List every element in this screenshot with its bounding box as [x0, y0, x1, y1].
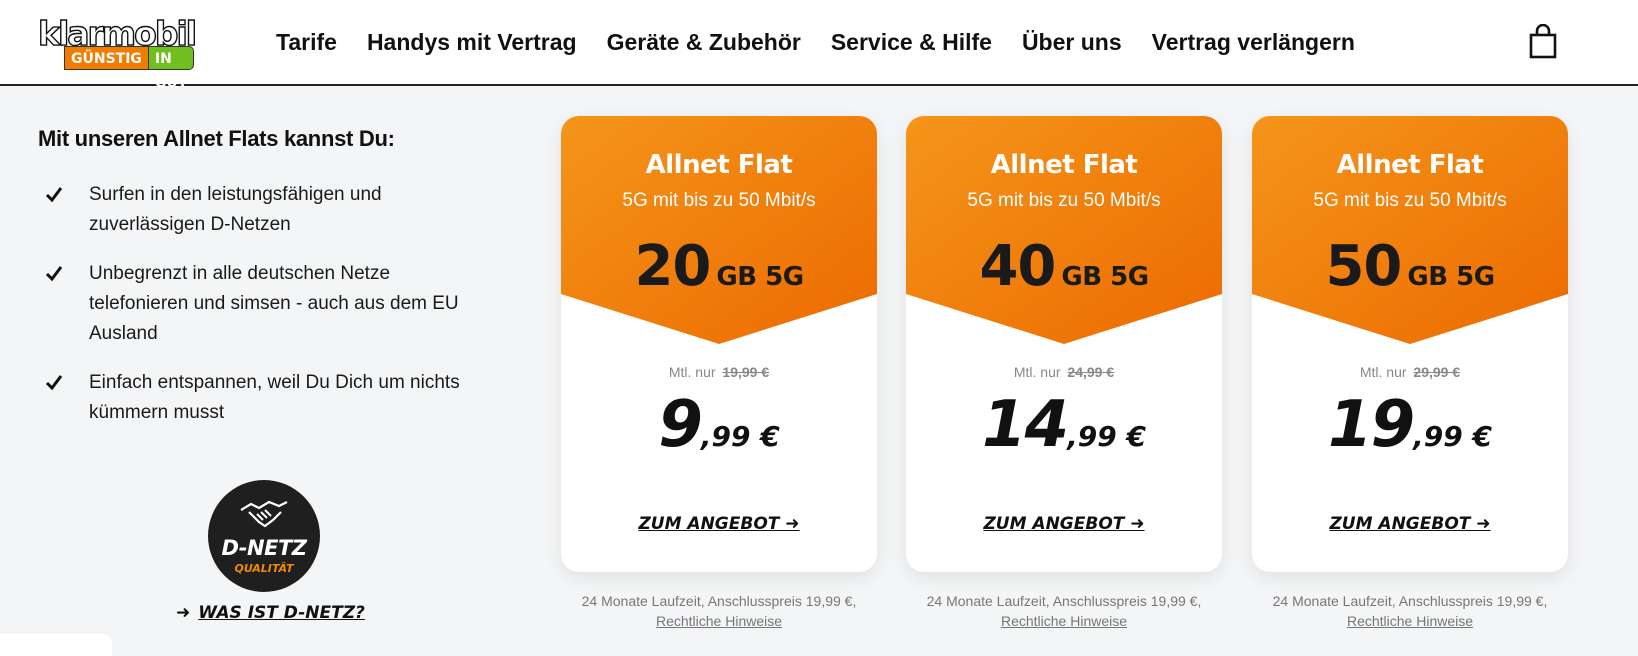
card-title: Allnet Flat — [990, 150, 1138, 180]
monthly-label: Mtl. nur — [1359, 364, 1407, 380]
monthly-info: Mtl. nur 24,99 € — [906, 364, 1222, 380]
logo-wordmark: klarmobil — [37, 14, 198, 53]
feature-list: Surfen in den leistungsfähigen und zuver… — [38, 180, 478, 447]
data-volume: 40 GB 5G — [906, 234, 1222, 299]
features-heading: Mit unseren Allnet Flats kannst Du: — [38, 126, 395, 151]
feature-text: Unbegrenzt in alle deutschen Netze telef… — [89, 263, 459, 344]
old-price: 19,99 € — [722, 364, 770, 380]
nav-item-geraete-zubehoer[interactable]: Geräte & Zubehör — [606, 29, 801, 55]
card-terms: 24 Monate Laufzeit, Anschlusspreis 19,99… — [1252, 591, 1568, 631]
current-price: 9,99 € — [561, 388, 877, 462]
price-cents: ,99 € — [700, 420, 780, 453]
data-unit: GB 5G — [1061, 262, 1149, 292]
legal-notes-link[interactable]: Rechtliche Hinweise — [1000, 613, 1128, 629]
current-price: 19,99 € — [1252, 388, 1568, 462]
nav-item-ueber-uns[interactable]: Über uns — [1021, 29, 1122, 55]
corner-tab[interactable] — [0, 634, 112, 656]
card-subtitle: 5G mit bis zu 50 Mbit/s — [622, 190, 816, 211]
legal-notes-link[interactable]: Rechtliche Hinweise — [1346, 613, 1474, 629]
what-is-d-netz-link[interactable]: ➜ WAS IST D-NETZ? — [176, 603, 365, 623]
data-amount: 20 — [634, 234, 711, 299]
old-price: 24,99 € — [1067, 364, 1115, 380]
data-unit: GB 5G — [1407, 262, 1495, 292]
nav-item-vertrag-verlaengern[interactable]: Vertrag verlängern — [1151, 29, 1355, 55]
feature-item: Einfach entspannen, weil Du Dich um nich… — [38, 368, 478, 428]
offer-link[interactable]: ZUM ANGEBOT ➜ — [983, 514, 1145, 534]
logo-tag-left: GÜNSTIG — [64, 46, 148, 70]
card-subtitle: 5G mit bis zu 50 Mbit/s — [1313, 190, 1507, 211]
monthly-info: Mtl. nur 19,99 € — [561, 364, 877, 380]
old-price: 29,99 € — [1413, 364, 1461, 380]
feature-item: Unbegrenzt in alle deutschen Netze telef… — [38, 259, 478, 349]
badge-subtitle: QUALITÄT — [234, 562, 294, 575]
shopping-bag-icon[interactable] — [1528, 23, 1558, 60]
terms-text: 24 Monate Laufzeit, Anschlusspreis 19,99… — [926, 593, 1202, 609]
checkmark-icon — [45, 187, 63, 203]
price-cents: ,99 € — [1413, 420, 1492, 453]
badge-title: D-NETZ — [221, 536, 307, 560]
data-unit: GB 5G — [716, 262, 804, 292]
card-subtitle: 5G mit bis zu 50 Mbit/s — [967, 190, 1161, 211]
price-main: 9 — [658, 388, 703, 462]
legal-notes-link[interactable]: Rechtliche Hinweise — [655, 613, 783, 629]
data-volume: 50 GB 5G — [1252, 234, 1568, 299]
nav-item-tarife[interactable]: Tarife — [276, 29, 337, 55]
logo-tag-right: IN GUT — [147, 46, 195, 91]
checkmark-icon — [45, 375, 63, 391]
card-title: Allnet Flat — [645, 150, 793, 180]
offer-link[interactable]: ZUM ANGEBOT ➜ — [638, 514, 800, 534]
arrow-right-icon: ➜ — [176, 603, 191, 623]
terms-text: 24 Monate Laufzeit, Anschlusspreis 19,99… — [581, 593, 857, 609]
tariff-card-50gb: Allnet Flat 5G mit bis zu 50 Mbit/s 50 GB… — [1252, 116, 1568, 572]
card-header: Allnet Flat 5G mit bis zu 50 Mbit/s 20 GB… — [561, 116, 877, 344]
nav-item-service-hilfe[interactable]: Service & Hilfe — [830, 29, 992, 55]
data-amount: 40 — [979, 234, 1056, 299]
checkmark-icon — [45, 266, 63, 282]
logo-tagline: GÜNSTIG IN GUT — [64, 46, 195, 91]
tariff-card-40gb: Allnet Flat 5G mit bis zu 50 Mbit/s 40 GB… — [906, 116, 1222, 572]
nav-item-handys-mit-vertrag[interactable]: Handys mit Vertrag — [366, 29, 577, 55]
card-terms: 24 Monate Laufzeit, Anschlusspreis 19,99… — [906, 591, 1222, 631]
data-volume: 20 GB 5G — [561, 234, 877, 299]
price-main: 14 — [982, 388, 1069, 462]
feature-text: Surfen in den leistungsfähigen und zuver… — [89, 184, 382, 235]
handshake-icon — [240, 500, 288, 528]
tariff-card-20gb: Allnet Flat 5G mit bis zu 50 Mbit/s 20 GB… — [561, 116, 877, 572]
card-header: Allnet Flat 5G mit bis zu 50 Mbit/s 40 GB… — [906, 116, 1222, 344]
terms-text: 24 Monate Laufzeit, Anschlusspreis 19,99… — [1272, 593, 1548, 609]
d-netz-badge: D-NETZ QUALITÄT — [208, 480, 320, 592]
feature-text: Einfach entspannen, weil Du Dich um nich… — [89, 372, 460, 423]
card-header: Allnet Flat 5G mit bis zu 50 Mbit/s 50 GB… — [1252, 116, 1568, 344]
d-netz-link-label: WAS IST D-NETZ? — [198, 603, 365, 623]
card-terms: 24 Monate Laufzeit, Anschlusspreis 19,99… — [561, 591, 877, 631]
current-price: 14,99 € — [906, 388, 1222, 462]
monthly-label: Mtl. nur — [1013, 364, 1061, 380]
offer-link[interactable]: ZUM ANGEBOT ➜ — [1329, 514, 1491, 534]
monthly-info: Mtl. nur 29,99 € — [1252, 364, 1568, 380]
monthly-label: Mtl. nur — [668, 364, 716, 380]
card-title: Allnet Flat — [1336, 150, 1484, 180]
data-amount: 50 — [1325, 234, 1402, 299]
price-cents: ,99 € — [1067, 420, 1146, 453]
main-nav: Tarife Handys mit Vertrag Geräte & Zubeh… — [276, 22, 1355, 62]
price-main: 19 — [1328, 388, 1415, 462]
brand-logo[interactable]: klarmobil GÜNSTIG IN GUT — [37, 15, 198, 91]
site-header: klarmobil GÜNSTIG IN GUT Tarife Handys m… — [0, 0, 1638, 91]
feature-item: Surfen in den leistungsfähigen und zuver… — [38, 180, 478, 240]
